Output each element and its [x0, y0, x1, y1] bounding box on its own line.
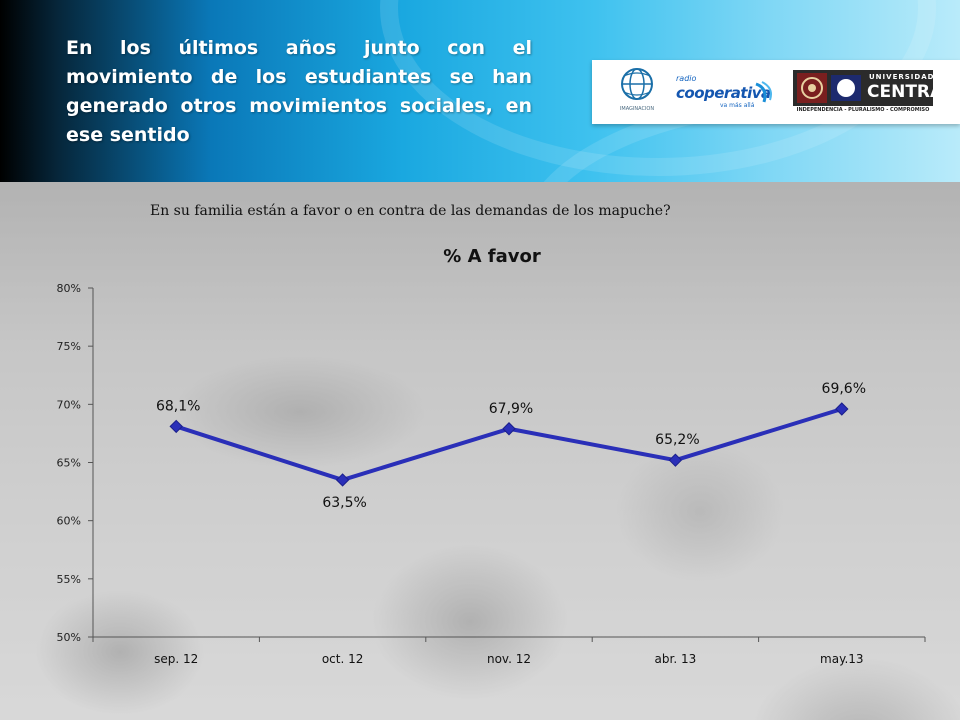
y-tick-label: 80% — [57, 282, 81, 295]
moon-icon — [831, 75, 861, 101]
x-tick-label: sep. 12 — [154, 652, 198, 666]
cooperativa-sub: va más allá — [720, 102, 755, 109]
y-tick-label: 70% — [57, 398, 81, 411]
y-tick-label: 75% — [57, 340, 81, 353]
series-line — [175, 407, 843, 482]
wave-icon — [755, 81, 772, 103]
logo-bar: IMAGINACION radio cooperativa va más all… — [592, 60, 960, 124]
globe-icon — [621, 68, 653, 100]
seal-icon — [797, 73, 827, 103]
data-label: 65,2% — [655, 432, 699, 448]
y-tick-label: 50% — [57, 631, 81, 644]
headline: En los últimos años junto con el movimie… — [66, 37, 532, 146]
header-banner: En los últimos años junto con el movimie… — [0, 0, 960, 182]
central-university-label: UNIVERSIDAD — [869, 73, 935, 81]
background-photo — [0, 182, 960, 720]
cooperativa-logo: radio cooperativa va más allá — [676, 74, 772, 114]
imaginacion-logo: IMAGINACION — [614, 66, 660, 118]
data-point — [835, 402, 849, 416]
central-name: CENTRAL — [867, 82, 954, 102]
x-tick-label: may.13 — [820, 652, 864, 666]
data-label: 68,1% — [156, 398, 200, 414]
cooperativa-main: cooperativa — [676, 84, 771, 102]
data-label: 63,5% — [322, 495, 366, 511]
photo-overlay — [0, 182, 960, 720]
universidad-central-logo: UNIVERSIDAD CENTRAL — [793, 70, 954, 106]
data-point — [169, 419, 183, 434]
survey-question: En su familia están a favor o en contra … — [150, 203, 671, 219]
chart-title: % A favor — [443, 246, 541, 267]
central-tagline: INDEPENDENCIA - PLURALISMO - COMPROMISO — [796, 107, 930, 113]
x-tick-label: nov. 12 — [487, 652, 531, 666]
y-tick-label: 65% — [57, 457, 81, 470]
x-tick-label: abr. 13 — [655, 652, 697, 666]
imaginacion-label: IMAGINACION — [619, 106, 655, 112]
y-tick-label: 60% — [57, 515, 81, 528]
data-label: 67,9% — [489, 401, 533, 417]
data-label: 69,6% — [822, 381, 866, 397]
data-point — [502, 422, 516, 436]
y-tick-label: 55% — [57, 573, 81, 586]
data-point — [335, 473, 350, 487]
x-tick-label: oct. 12 — [322, 652, 364, 666]
data-point — [668, 453, 683, 467]
cooperativa-small: radio — [676, 74, 697, 83]
